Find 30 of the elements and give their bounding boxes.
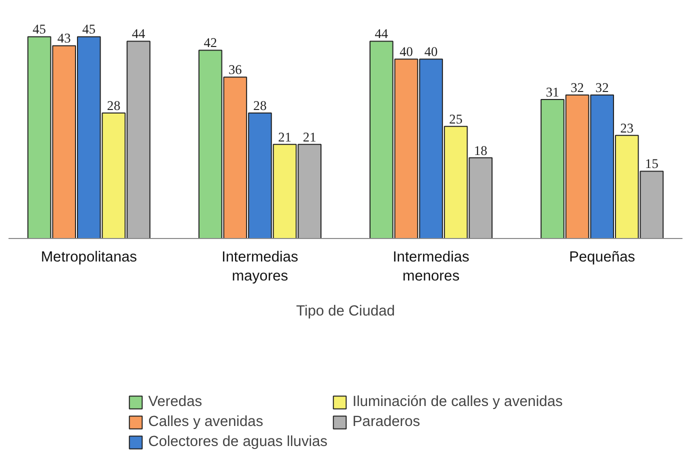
data-label: 45 <box>82 22 96 37</box>
data-label: 15 <box>645 156 659 172</box>
data-label: 42 <box>204 35 218 50</box>
data-label: 25 <box>449 111 463 126</box>
data-label: 32 <box>570 80 584 96</box>
data-label: 36 <box>228 62 242 78</box>
data-label: 21 <box>278 129 292 144</box>
data-label: 31 <box>546 84 560 100</box>
data-label: 45 <box>32 22 46 37</box>
legend-label: Iluminación de calles y avenidas <box>352 394 563 410</box>
legend-label: Paraderos <box>352 414 420 430</box>
x-tick-label: Intermedias mayores <box>222 250 298 285</box>
x-tick-label: Pequeñas <box>569 250 636 266</box>
x-tick-label: Metropolitanas <box>40 250 137 266</box>
data-label: 21 <box>302 129 316 144</box>
data-label: 18 <box>474 142 488 158</box>
data-label: 44 <box>132 26 146 42</box>
data-label: 28 <box>253 98 267 113</box>
data-label: 44 <box>374 26 388 42</box>
data-label: 23 <box>620 120 634 136</box>
legend-label: Calles y avenidas <box>148 414 264 430</box>
data-label: 40 <box>400 44 414 60</box>
x-axis-title: Tipo de Ciudad <box>296 304 395 320</box>
data-label: 28 <box>107 98 121 113</box>
data-label: 43 <box>57 30 72 46</box>
x-tick-label: Intermedias menores <box>392 250 470 285</box>
data-label: 32 <box>595 80 609 96</box>
data-label: 40 <box>424 44 438 60</box>
legend-label: Veredas <box>148 394 202 410</box>
legend-label: Colectores de aguas lluvias <box>148 434 328 450</box>
